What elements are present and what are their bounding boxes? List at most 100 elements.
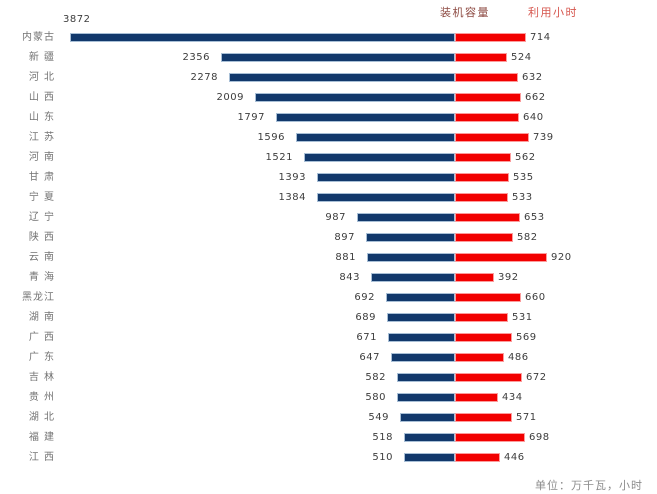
province-label: 吉 林	[28, 372, 55, 383]
hours-bar	[455, 213, 520, 222]
hours-value: 739	[533, 132, 554, 143]
capacity-bar	[404, 433, 455, 442]
hours-bar	[455, 433, 525, 442]
capacity-value: 582	[365, 372, 386, 383]
capacity-value: 897	[334, 232, 355, 243]
hours-bar	[455, 93, 521, 102]
hours-bar	[455, 193, 508, 202]
capacity-bar	[357, 213, 455, 222]
hours-value: 582	[517, 232, 538, 243]
capacity-bar	[371, 273, 455, 282]
hours-value: 698	[529, 432, 550, 443]
hours-value: 434	[502, 392, 523, 403]
province-label: 黑龙江	[22, 292, 55, 303]
capacity-bar	[70, 33, 455, 42]
capacity-bar	[391, 353, 455, 362]
hours-bar	[455, 53, 507, 62]
province-label: 福 建	[28, 432, 55, 443]
hours-bar	[455, 153, 511, 162]
capacity-bar	[296, 133, 455, 142]
hours-value: 714	[530, 32, 551, 43]
hours-bar	[455, 393, 498, 402]
capacity-value: 1521	[265, 152, 293, 163]
hours-bar	[455, 333, 512, 342]
province-label: 广 东	[28, 352, 55, 363]
province-label: 江 苏	[28, 132, 55, 143]
capacity-bar	[304, 153, 455, 162]
province-label: 山 西	[28, 92, 55, 103]
capacity-value: 689	[355, 312, 376, 323]
capacity-value: 671	[356, 332, 377, 343]
hours-bar	[455, 113, 519, 122]
hours-value: 535	[513, 172, 534, 183]
capacity-bar	[276, 113, 455, 122]
capacity-bar	[397, 393, 455, 402]
capacity-bar	[387, 313, 455, 322]
hours-value: 533	[512, 192, 533, 203]
capacity-value: 881	[335, 252, 356, 263]
province-label: 贵 州	[28, 392, 55, 403]
capacity-value: 3872	[63, 14, 91, 25]
province-label: 江 西	[28, 452, 55, 463]
capacity-value: 510	[372, 452, 393, 463]
capacity-bar	[229, 73, 455, 82]
hours-value: 392	[498, 272, 519, 283]
hours-bar	[455, 413, 512, 422]
hours-value: 446	[504, 452, 525, 463]
hours-value: 524	[511, 52, 532, 63]
hours-bar	[455, 173, 509, 182]
province-label: 甘 肃	[28, 172, 55, 183]
capacity-bar	[400, 413, 455, 422]
capacity-value: 2009	[216, 92, 244, 103]
hours-bar	[455, 253, 547, 262]
capacity-value: 549	[368, 412, 389, 423]
capacity-bar	[397, 373, 455, 382]
province-label: 广 西	[28, 332, 55, 343]
province-label: 内蒙古	[22, 32, 55, 43]
capacity-value: 2356	[182, 52, 210, 63]
province-label: 辽 宁	[28, 212, 55, 223]
province-label: 河 南	[28, 152, 55, 163]
hours-value: 531	[512, 312, 533, 323]
province-label: 宁 夏	[28, 192, 55, 203]
hours-value: 640	[523, 112, 544, 123]
capacity-bar	[317, 193, 455, 202]
hours-bar	[455, 273, 494, 282]
hours-value: 632	[522, 72, 543, 83]
hours-value: 571	[516, 412, 537, 423]
capacity-bar	[255, 93, 455, 102]
hours-bar	[455, 353, 504, 362]
province-label: 陕 西	[28, 232, 55, 243]
hours-bar	[455, 313, 508, 322]
capacity-value: 987	[325, 212, 346, 223]
hours-bar	[455, 73, 518, 82]
province-label: 湖 南	[28, 312, 55, 323]
hours-value: 653	[524, 212, 545, 223]
capacity-value: 647	[359, 352, 380, 363]
hours-value: 569	[516, 332, 537, 343]
unit-note: 单位：万千瓦，小时	[535, 479, 643, 492]
legend-capacity-label: 装机容量	[440, 6, 490, 19]
hours-value: 486	[508, 352, 529, 363]
province-label: 河 北	[28, 72, 55, 83]
hours-value: 672	[526, 372, 547, 383]
capacity-bar	[388, 333, 455, 342]
capacity-bar	[386, 293, 455, 302]
hours-bar	[455, 373, 522, 382]
hours-bar	[455, 233, 513, 242]
province-label: 湖 北	[28, 412, 55, 423]
province-label: 山 东	[28, 112, 55, 123]
legend-hours-label: 利用小时	[528, 6, 578, 19]
hours-value: 662	[525, 92, 546, 103]
capacity-value: 692	[354, 292, 375, 303]
hours-bar	[455, 133, 529, 142]
capacity-value: 1384	[278, 192, 306, 203]
capacity-bar	[317, 173, 455, 182]
capacity-value: 843	[339, 272, 360, 283]
hours-value: 562	[515, 152, 536, 163]
province-label: 青 海	[28, 272, 55, 283]
hours-bar	[455, 33, 526, 42]
capacity-value: 1797	[237, 112, 265, 123]
province-label: 新 疆	[28, 52, 55, 63]
